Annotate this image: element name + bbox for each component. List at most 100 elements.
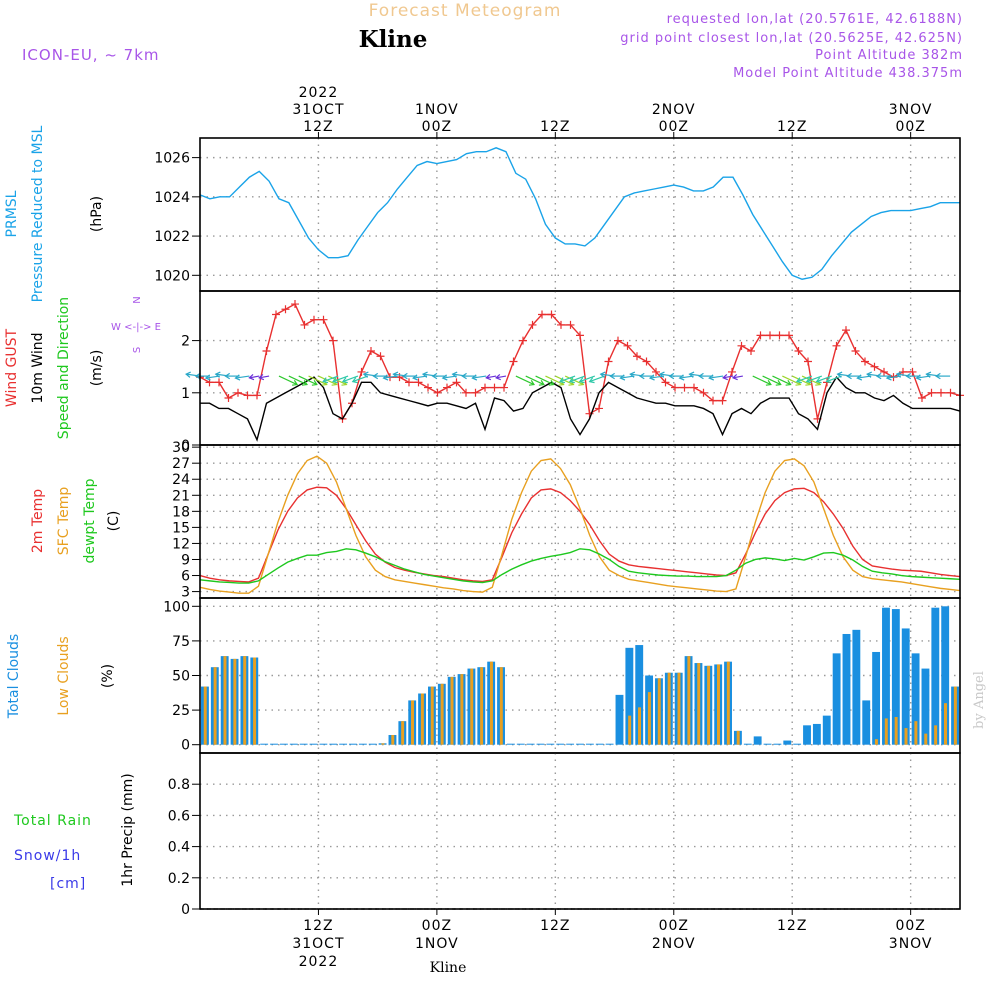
wind-arrowhead — [815, 377, 822, 384]
wind-vector — [278, 375, 298, 386]
wind-arrowhead — [588, 377, 595, 384]
gust-marker — [443, 383, 451, 392]
y-tick-label: 1022 — [154, 229, 190, 245]
gust-marker — [718, 396, 727, 405]
wind-vector — [559, 375, 576, 383]
total-cloud-bar — [872, 651, 881, 745]
y-tick-label: 15 — [172, 520, 190, 536]
wind-arrowhead — [609, 372, 615, 380]
low-cloud-bar — [203, 686, 207, 745]
y-tick-label: 0 — [181, 902, 190, 918]
y-unit-label: (%) — [100, 664, 116, 688]
wind-vector — [332, 375, 349, 383]
gust-marker — [481, 383, 489, 392]
y-tick-label: 18 — [172, 504, 190, 520]
wind-arrowhead — [925, 371, 932, 378]
gust-marker — [747, 347, 755, 356]
gust-marker — [804, 357, 812, 366]
wind-arrowhead — [765, 380, 772, 386]
low-cloud-bar — [213, 667, 217, 745]
gust-marker — [832, 341, 841, 350]
total-cloud-bar — [368, 743, 377, 745]
y-tick-label: 0.6 — [168, 808, 190, 824]
wind-arrowhead — [648, 374, 655, 381]
wind-vector — [620, 375, 635, 379]
wind-arrowhead — [785, 380, 792, 386]
low-cloud-bar — [470, 668, 474, 745]
gust-marker — [633, 352, 641, 361]
low-cloud-bar — [401, 721, 405, 745]
series-line-dewpt-temp — [199, 548, 961, 584]
wind-arrowhead — [935, 372, 941, 380]
total-cloud-bar — [882, 607, 890, 745]
gust-marker — [842, 326, 850, 335]
total-cloud-bar — [339, 743, 348, 745]
low-cloud-bar — [677, 672, 681, 745]
low-cloud-bar — [736, 730, 740, 745]
low-cloud-bar — [233, 658, 237, 745]
product-title: Forecast Meteogram — [369, 1, 562, 21]
bottom-time-label: 3NOV — [889, 936, 933, 952]
wind-vector — [298, 375, 318, 386]
series-line-sfc-temp — [199, 455, 961, 594]
gust-marker — [671, 383, 679, 392]
top-time-label: 12Z — [303, 119, 333, 135]
bottom-time-label: 1NOV — [415, 936, 459, 952]
gust-marker — [908, 367, 917, 376]
total-cloud-bar — [921, 668, 930, 745]
low-cloud-bar — [924, 733, 928, 745]
wind-arrowhead — [668, 372, 675, 380]
total-cloud-bar — [605, 743, 614, 745]
gust-marker — [281, 305, 290, 314]
total-cloud-bar — [526, 743, 535, 745]
low-cloud-bar — [411, 700, 414, 745]
legend-label: Snow/1h — [14, 848, 81, 864]
total-cloud-bar — [832, 653, 841, 745]
wind-arrowhead — [412, 374, 418, 381]
wind-arrowhead — [658, 371, 665, 378]
gridpoint-coords: grid point closest lon,lat (20.5625E, 42… — [620, 31, 963, 46]
wind-arrowhead — [629, 371, 636, 378]
gust-marker — [234, 388, 242, 397]
gust-marker — [737, 341, 746, 350]
total-cloud-bar — [299, 743, 308, 745]
bottom-time-label: 12Z — [303, 918, 333, 934]
wind-arrowhead — [341, 377, 348, 384]
wind-vector — [352, 375, 368, 383]
low-cloud-bar — [480, 667, 484, 745]
wind-vector — [782, 375, 801, 386]
gust-marker — [224, 394, 233, 403]
total-cloud-bar — [309, 743, 318, 745]
gust-marker — [376, 352, 385, 361]
wind-vector — [579, 375, 596, 383]
wind-vector — [806, 375, 823, 383]
panel-4: 0 25 50 75 100 (%) Total Clouds Low Clouds — [6, 597, 961, 754]
low-cloud-bar — [726, 661, 730, 745]
top-time-label: 3NOV — [889, 102, 933, 118]
wind-vector — [772, 375, 791, 386]
wind-arrowhead — [528, 380, 535, 386]
gust-marker — [595, 404, 603, 413]
wind-arrowhead — [698, 372, 704, 380]
wind-vector — [816, 375, 832, 383]
panel-frame — [199, 752, 961, 910]
wind-arrowhead — [224, 372, 231, 380]
gust-marker — [851, 347, 860, 356]
gust-marker — [300, 320, 309, 329]
legend-label: 2m Temp — [30, 489, 46, 553]
gust-marker — [357, 367, 366, 376]
wind-vector — [413, 375, 428, 379]
panel-frame — [199, 137, 961, 292]
total-cloud-bar — [862, 700, 871, 745]
low-cloud-bar — [628, 715, 632, 745]
y-tick-label: 9 — [181, 552, 190, 568]
total-cloud-bar — [556, 743, 565, 745]
total-cloud-bar — [566, 743, 575, 745]
gust-marker — [566, 320, 575, 329]
bottom-time-label: 12Z — [777, 918, 807, 934]
total-cloud-bar — [842, 633, 851, 745]
gust-marker — [310, 315, 318, 324]
gust-marker — [585, 409, 594, 418]
